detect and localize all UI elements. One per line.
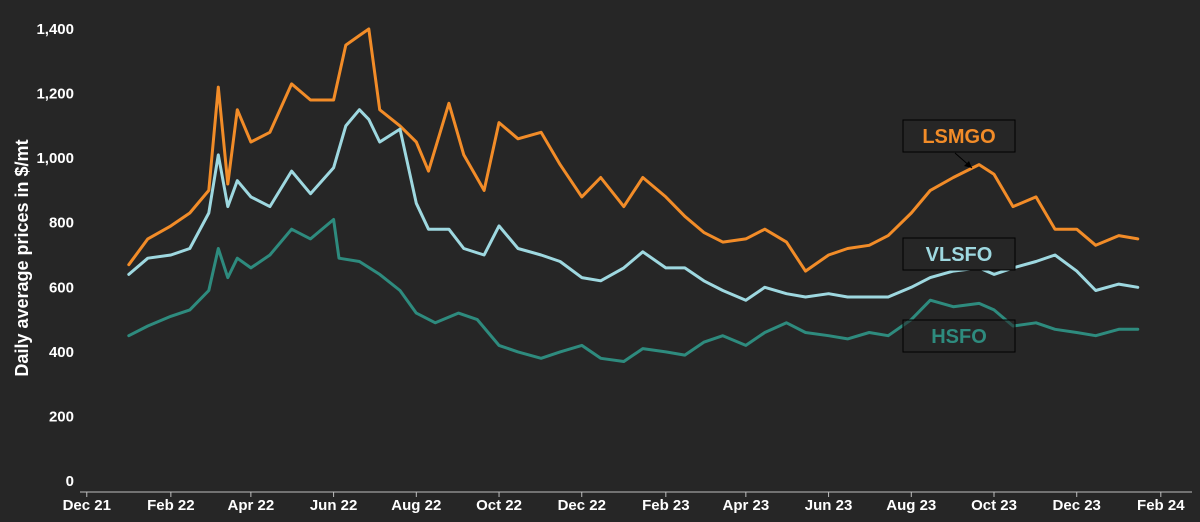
series-label-vlsfo: VLSFO <box>902 237 1016 271</box>
x-tick-label: Dec 23 <box>1053 497 1101 514</box>
x-tick-label: Aug 23 <box>886 497 936 514</box>
series-label-text: HSFO <box>931 326 987 348</box>
y-axis: 0 200 400 600 800 1,000 1,200 1,400 <box>36 21 74 490</box>
x-tick-label: Oct 22 <box>476 497 522 514</box>
series-label-box <box>902 237 1016 271</box>
x-tick-label: Apr 23 <box>723 497 770 514</box>
x-tick-label: Oct 23 <box>971 497 1017 514</box>
series-label-box <box>902 319 1016 353</box>
series-label-lsmgo: LSMGO <box>902 119 1016 153</box>
series-label-box <box>902 119 1016 153</box>
y-tick-label: 0 <box>66 473 74 490</box>
x-tick-label: Feb 22 <box>147 497 195 514</box>
x-tick-label: Dec 21 <box>63 497 111 514</box>
x-tick-label: Feb 24 <box>1137 497 1185 514</box>
series-layer <box>127 27 1140 363</box>
series-line-lsmgo <box>127 27 1140 273</box>
x-tick-label: Feb 23 <box>642 497 690 514</box>
series-label-text: VLSFO <box>926 244 993 266</box>
x-tick-label: Jun 22 <box>310 497 358 514</box>
lsmgo-label-arrowhead <box>964 161 972 168</box>
series-line-vlsfo <box>127 108 1140 302</box>
y-tick-label: 800 <box>49 215 74 232</box>
x-axis: Dec 21 Feb 22 Apr 22 Jun 22 Aug 22 Oct 22 Dec … <box>63 492 1185 514</box>
series-labels: LSMGO VLSFO HSFO <box>902 119 1016 353</box>
y-tick-label: 400 <box>49 344 74 361</box>
y-tick-label: 1,400 <box>36 21 74 38</box>
y-tick-label: 200 <box>49 408 74 425</box>
y-axis-title: Daily average prices in $/mt <box>12 139 32 376</box>
y-tick-label: 1,000 <box>36 150 74 167</box>
x-tick-label: Aug 22 <box>391 497 441 514</box>
series-label-text: LSMGO <box>922 126 995 148</box>
x-tick-label: Jun 23 <box>805 497 853 514</box>
x-tick-label: Apr 22 <box>228 497 275 514</box>
series-label-hsfo: HSFO <box>902 319 1016 353</box>
x-tick-label: Dec 22 <box>558 497 606 514</box>
y-tick-label: 1,200 <box>36 86 74 103</box>
series-line-hsfo <box>127 218 1140 363</box>
y-tick-label: 600 <box>49 279 74 296</box>
